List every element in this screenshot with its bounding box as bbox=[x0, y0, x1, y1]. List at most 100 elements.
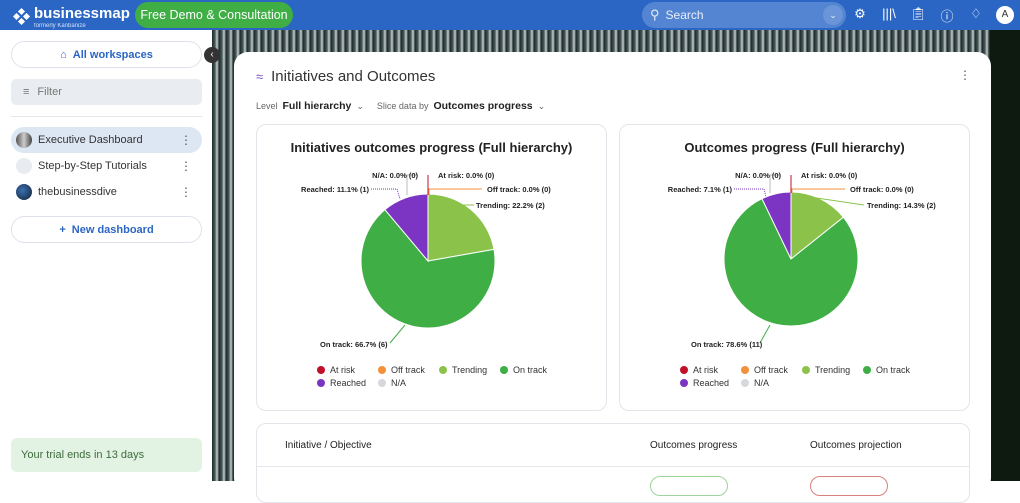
legend-dot bbox=[378, 366, 386, 374]
legend-item[interactable]: On track bbox=[500, 365, 547, 375]
top-bar: businessmap formerly Kanbanize Free Demo … bbox=[0, 0, 1020, 30]
dashboard-label: Step-by-Step Tutorials bbox=[38, 160, 147, 172]
widget-title: Initiatives and Outcomes bbox=[271, 68, 436, 85]
data-label: N/A: 0.0% (0) bbox=[372, 171, 418, 180]
chevron-down-icon[interactable]: ⌄ bbox=[823, 5, 843, 25]
legend-item[interactable]: N/A bbox=[741, 378, 769, 388]
chevron-down-icon[interactable]: ⌄ bbox=[537, 100, 546, 111]
divider bbox=[11, 116, 202, 117]
data-label: Reached: 11.1% (1) bbox=[301, 185, 369, 194]
library-icon[interactable]: |||\ bbox=[882, 6, 896, 21]
search-icon: ⚲ bbox=[650, 7, 660, 22]
data-label: Off track: 0.0% (0) bbox=[850, 185, 914, 194]
pie-slice-on-track[interactable] bbox=[723, 197, 859, 327]
brand-name: businessmap bbox=[34, 5, 130, 22]
home-icon: ⌂ bbox=[60, 48, 67, 61]
slice-label: Slice data by bbox=[376, 101, 429, 111]
legend-dot bbox=[317, 366, 325, 374]
level-select[interactable]: Full hierarchy bbox=[282, 100, 352, 112]
data-label: N/A: 0.0% (0) bbox=[735, 171, 781, 180]
legend-item[interactable]: N/A bbox=[378, 378, 406, 388]
column-header[interactable]: Initiative / Objective bbox=[285, 440, 372, 451]
legend-label: On track bbox=[513, 365, 548, 375]
all-workspaces-button[interactable]: ⌂ All workspaces bbox=[11, 41, 202, 68]
legend-item[interactable]: Reached bbox=[680, 378, 729, 388]
legend-dot bbox=[680, 379, 688, 387]
dashboard-avatar bbox=[16, 184, 32, 200]
clipboard-icon[interactable]: 📋︎ bbox=[910, 6, 927, 21]
filter-placeholder: Filter bbox=[37, 86, 62, 98]
legend-item[interactable]: Off track bbox=[378, 365, 425, 375]
dashboard-label: Executive Dashboard bbox=[38, 134, 143, 146]
chart-card-initiatives: Initiatives outcomes progress (Full hier… bbox=[256, 124, 607, 411]
user-avatar[interactable]: A bbox=[996, 6, 1014, 24]
brand-subtitle: formerly Kanbanize bbox=[34, 23, 86, 29]
progress-badge bbox=[650, 476, 728, 496]
legend-label: Trending bbox=[815, 365, 851, 375]
sidebar: ⌂ All workspaces ≡ Filter Executive Dashbo… bbox=[0, 30, 212, 481]
search-input[interactable]: ⚲ Search ⌄ bbox=[642, 2, 846, 28]
data-label: Trending: 22.2% (2) bbox=[476, 201, 545, 210]
collapse-sidebar-button[interactable]: ‹ bbox=[204, 47, 220, 63]
legend-dot bbox=[378, 379, 386, 387]
legend-item[interactable]: Trending bbox=[439, 365, 487, 375]
logo-icon bbox=[12, 7, 31, 26]
dashboard-item-tutorials[interactable]: Step-by-Step Tutorials ⋮ bbox=[11, 153, 202, 179]
slice-select[interactable]: Outcomes progress bbox=[433, 100, 533, 112]
legend-label: Reached bbox=[693, 378, 730, 388]
legend-label: Reached bbox=[330, 378, 367, 388]
legend-label: N/A bbox=[391, 378, 407, 388]
data-label: Off track: 0.0% (0) bbox=[487, 185, 551, 194]
projection-badge bbox=[810, 476, 888, 496]
column-header[interactable]: Outcomes progress bbox=[650, 440, 738, 451]
chart-card-outcomes: Outcomes progress (Full hierarchy) N/A: … bbox=[619, 124, 970, 411]
trial-notice: Your trial ends in 13 days bbox=[11, 438, 202, 472]
pie-chart bbox=[360, 174, 496, 344]
legend-item[interactable]: Reached bbox=[317, 378, 366, 388]
legend-dot bbox=[802, 366, 810, 374]
pie-chart bbox=[723, 174, 865, 344]
data-label: At risk: 0.0% (0) bbox=[801, 171, 858, 180]
more-icon[interactable]: ⋮ bbox=[959, 68, 971, 82]
all-workspaces-label: All workspaces bbox=[72, 48, 153, 61]
free-demo-button[interactable]: Free Demo & Consultation bbox=[135, 2, 293, 28]
new-dashboard-label: New dashboard bbox=[71, 223, 154, 236]
legend-dot bbox=[439, 366, 447, 374]
help-icon[interactable]: ⓘ bbox=[940, 9, 954, 24]
column-header[interactable]: Outcomes projection bbox=[810, 440, 902, 451]
legend-item[interactable]: On track bbox=[863, 365, 910, 375]
legend-label: At risk bbox=[693, 365, 719, 375]
legend-label: N/A bbox=[754, 378, 770, 388]
more-icon[interactable]: ⋮ bbox=[180, 159, 192, 173]
dashboard-item-executive[interactable]: Executive Dashboard ⋮ bbox=[11, 127, 202, 153]
brand-logo[interactable]: businessmap formerly Kanbanize bbox=[12, 5, 130, 29]
legend-item[interactable]: Off track bbox=[741, 365, 788, 375]
initiatives-table: Initiative / Objective Outcomes progress… bbox=[256, 423, 970, 503]
gear-icon[interactable]: ⚙ bbox=[854, 6, 866, 21]
pie-slice-trending[interactable] bbox=[427, 193, 495, 262]
legend-item[interactable]: At risk bbox=[680, 365, 718, 375]
chevron-down-icon[interactable]: ⌄ bbox=[356, 100, 364, 111]
more-icon[interactable]: ⋮ bbox=[180, 133, 192, 147]
more-icon[interactable]: ⋮ bbox=[180, 185, 192, 199]
data-label: Trending: 14.3% (2) bbox=[867, 201, 936, 210]
data-label: On track: 78.6% (11) bbox=[691, 340, 763, 349]
filter-icon: ≡ bbox=[23, 86, 30, 98]
data-label: On track: 66.7% (6) bbox=[320, 340, 388, 349]
legend-item[interactable]: At risk bbox=[317, 365, 355, 375]
outcomes-icon: ≈ bbox=[256, 69, 264, 84]
pie-slice-on-track[interactable] bbox=[360, 208, 496, 329]
dashboard-item-thebusinessdive[interactable]: thebusinessdive ⋮ bbox=[11, 179, 202, 205]
plus-icon: + bbox=[59, 223, 66, 236]
legend-dot bbox=[741, 366, 749, 374]
bell-icon[interactable]: ♢ bbox=[970, 6, 982, 21]
new-dashboard-button[interactable]: + New dashboard bbox=[11, 216, 202, 243]
legend-item[interactable]: Trending bbox=[802, 365, 850, 375]
legend-dot bbox=[680, 366, 688, 374]
data-label: Reached: 7.1% (1) bbox=[667, 185, 732, 194]
chart-title: Initiatives outcomes progress (Full hier… bbox=[290, 140, 573, 155]
filter-input[interactable]: ≡ Filter bbox=[11, 79, 202, 105]
data-label: At risk: 0.0% (0) bbox=[438, 171, 495, 180]
legend-label: On track bbox=[876, 365, 911, 375]
legend-dot bbox=[317, 379, 325, 387]
